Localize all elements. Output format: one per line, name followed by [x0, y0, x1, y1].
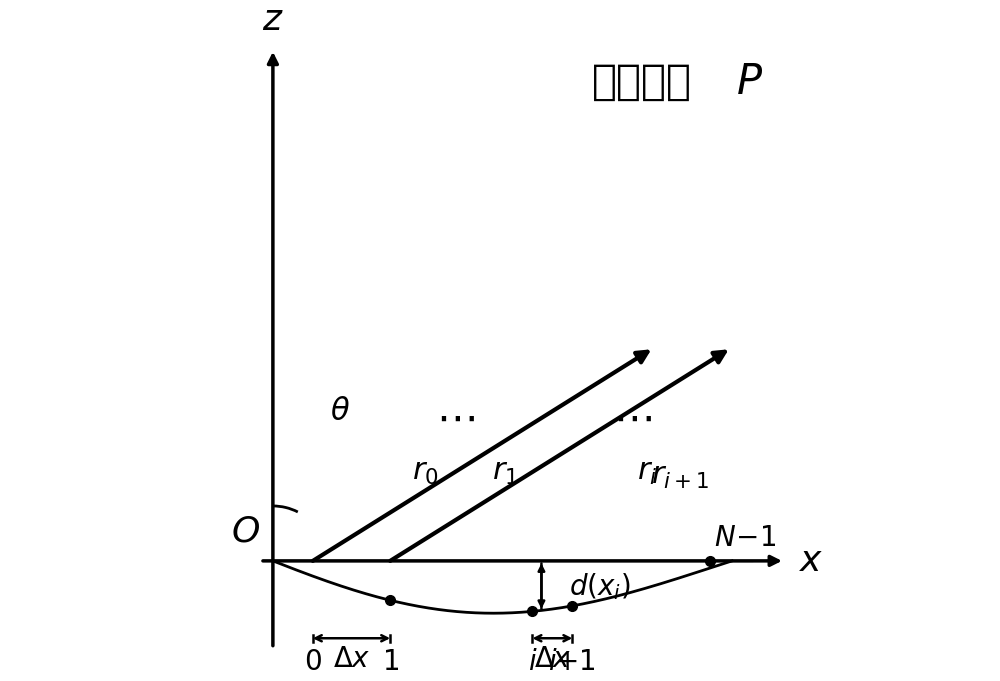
Text: $d(x_i)$: $d(x_i)$	[569, 571, 630, 601]
Text: $r_0$: $r_0$	[412, 458, 438, 486]
Text: 至观察点: 至观察点	[592, 61, 692, 103]
Text: $i{+}1$: $i{+}1$	[548, 648, 596, 676]
Text: $i$: $i$	[528, 648, 537, 676]
Text: $\cdots$: $\cdots$	[436, 398, 475, 440]
Text: $\Delta x$: $\Delta x$	[534, 645, 571, 673]
Text: $1$: $1$	[382, 648, 399, 676]
Text: $r_i$: $r_i$	[637, 458, 657, 486]
Text: $\cdots$: $\cdots$	[613, 398, 652, 440]
Text: $O$: $O$	[231, 514, 260, 548]
Text: $r_1$: $r_1$	[492, 458, 518, 486]
Text: $0$: $0$	[304, 648, 322, 676]
Text: $\Delta x$: $\Delta x$	[333, 645, 370, 673]
Text: $z$: $z$	[262, 3, 284, 37]
Text: $x$: $x$	[799, 544, 824, 578]
Text: $r_{i+1}$: $r_{i+1}$	[651, 462, 710, 491]
Text: $\theta$: $\theta$	[330, 396, 350, 426]
Text: $P$: $P$	[736, 61, 763, 103]
Text: $N\!-\!1$: $N\!-\!1$	[714, 524, 776, 552]
